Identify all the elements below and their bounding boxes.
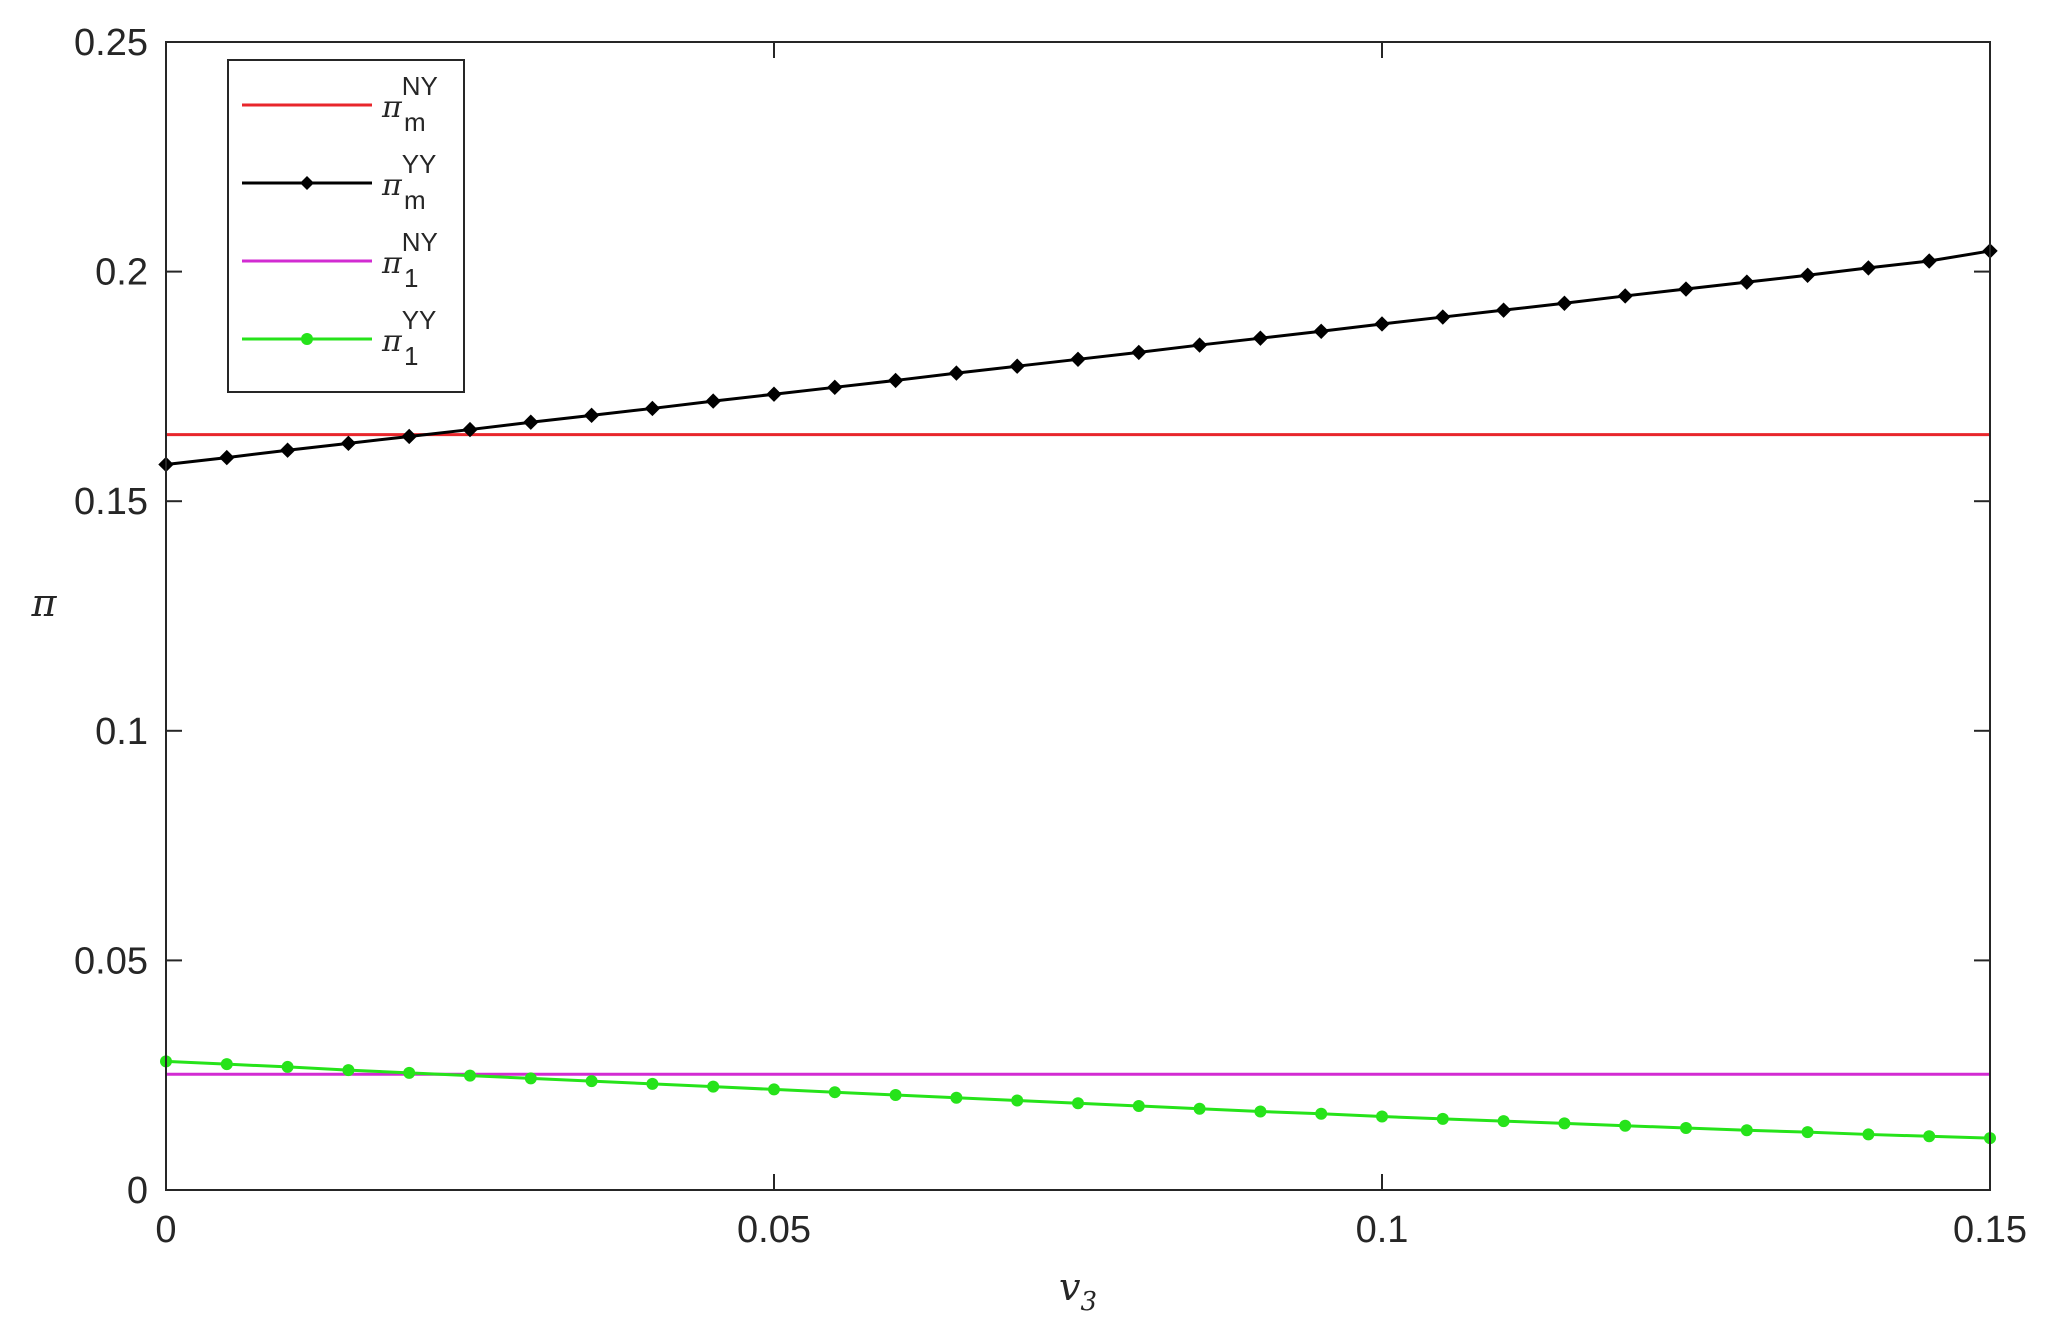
data-point: [1436, 1112, 1449, 1125]
data-point: [1313, 323, 1329, 340]
data-point: [1435, 309, 1451, 325]
data-point: [1678, 281, 1694, 297]
data-point: [585, 1075, 598, 1088]
data-point: [646, 1077, 659, 1090]
data-point: [950, 1091, 963, 1104]
data-point: [220, 1058, 233, 1071]
data-point: [342, 1064, 355, 1077]
data-point: [1739, 274, 1755, 290]
x-axis-label-sub: 3: [1080, 1287, 1097, 1317]
plot-area-frame: [165, 41, 1991, 1191]
data-point: [1376, 1110, 1388, 1123]
data-point: [889, 1088, 902, 1101]
data-point: [1374, 316, 1390, 332]
data-point: [403, 1066, 416, 1079]
data-point: [1558, 1117, 1571, 1130]
data-point: [464, 1069, 476, 1082]
data-point: [1923, 1130, 1936, 1143]
x-axis-label-base: v: [1059, 1265, 1081, 1309]
x-tick-label: 0: [155, 1209, 176, 1251]
data-point: [1254, 1105, 1267, 1118]
y-tick-label: 0.15: [74, 481, 148, 523]
data-point: [1617, 288, 1633, 304]
data-point: [462, 421, 478, 438]
data-point: [1011, 1094, 1024, 1107]
data-point: [1801, 1126, 1814, 1139]
data-point: [1740, 1124, 1753, 1137]
legend-label: πNY 1: [381, 227, 438, 293]
legend-marker: [301, 333, 313, 345]
data-point: [1193, 1102, 1206, 1115]
data-point: [279, 442, 296, 458]
legend-item: πYY 1: [242, 305, 436, 371]
data-point: [948, 365, 965, 381]
data-point: [887, 372, 904, 389]
y-tick-label: 0.05: [74, 940, 148, 982]
data-point: [644, 400, 661, 417]
y-tick-label: 0.2: [95, 252, 148, 294]
y-tick-label: 0.1: [95, 711, 148, 753]
y-tick-label: 0: [127, 1170, 148, 1212]
data-point: [1009, 358, 1025, 374]
y-axis-label: π: [31, 581, 58, 625]
legend-box: [227, 59, 465, 393]
data-point: [1132, 1099, 1145, 1112]
data-point: [828, 1086, 841, 1099]
data-point: [768, 1083, 780, 1096]
legend-label: πYY m: [381, 149, 436, 215]
y-tick-label: 0.25: [74, 22, 148, 64]
series-layer: [158, 243, 1998, 1145]
data-point: [1862, 1128, 1875, 1141]
x-tick-label: 0.05: [737, 1209, 811, 1251]
data-point: [707, 1080, 720, 1093]
data-point: [524, 1072, 537, 1085]
x-axis-label: v3: [1059, 1265, 1097, 1317]
data-point: [1495, 302, 1512, 318]
data-point: [1191, 337, 1208, 353]
data-point: [1497, 1115, 1510, 1128]
legend-label: πNY m: [381, 71, 438, 137]
data-point: [1619, 1119, 1632, 1132]
data-point: [1860, 260, 1877, 276]
x-tick-label: 0.1: [1356, 1209, 1409, 1251]
legend-item: πNY m: [242, 71, 438, 137]
data-point: [523, 414, 539, 430]
x-tick-label: 0.15: [1953, 1209, 2027, 1251]
data-point: [1680, 1122, 1692, 1135]
legend-item: πNY 1: [242, 227, 438, 293]
data-point: [1799, 267, 1816, 283]
legend-label: πYY 1: [381, 305, 436, 371]
legend-item: πYY m: [242, 149, 436, 215]
data-point: [219, 449, 235, 466]
data-point: [1556, 295, 1573, 311]
data-point: [827, 379, 843, 396]
data-point: [401, 428, 417, 445]
data-point: [340, 435, 357, 452]
data-point: [281, 1060, 294, 1073]
data-point: [1921, 253, 1937, 269]
tick-layer: 0 0.05 0.1 0.15 0 0.05 0.1 0.15 0.2 0.25: [74, 22, 2027, 1251]
data-point: [1252, 330, 1269, 346]
data-point: [583, 407, 600, 424]
legend: πNY m πYY m πNY 1 πYY 1: [227, 59, 465, 393]
data-point: [1131, 344, 1147, 361]
legend-marker: [300, 176, 314, 190]
data-point: [1070, 351, 1086, 368]
data-point: [1072, 1097, 1084, 1110]
data-point: [766, 386, 782, 402]
data-point: [1315, 1107, 1328, 1120]
series-3: [160, 1055, 1996, 1145]
data-point: [705, 393, 721, 409]
